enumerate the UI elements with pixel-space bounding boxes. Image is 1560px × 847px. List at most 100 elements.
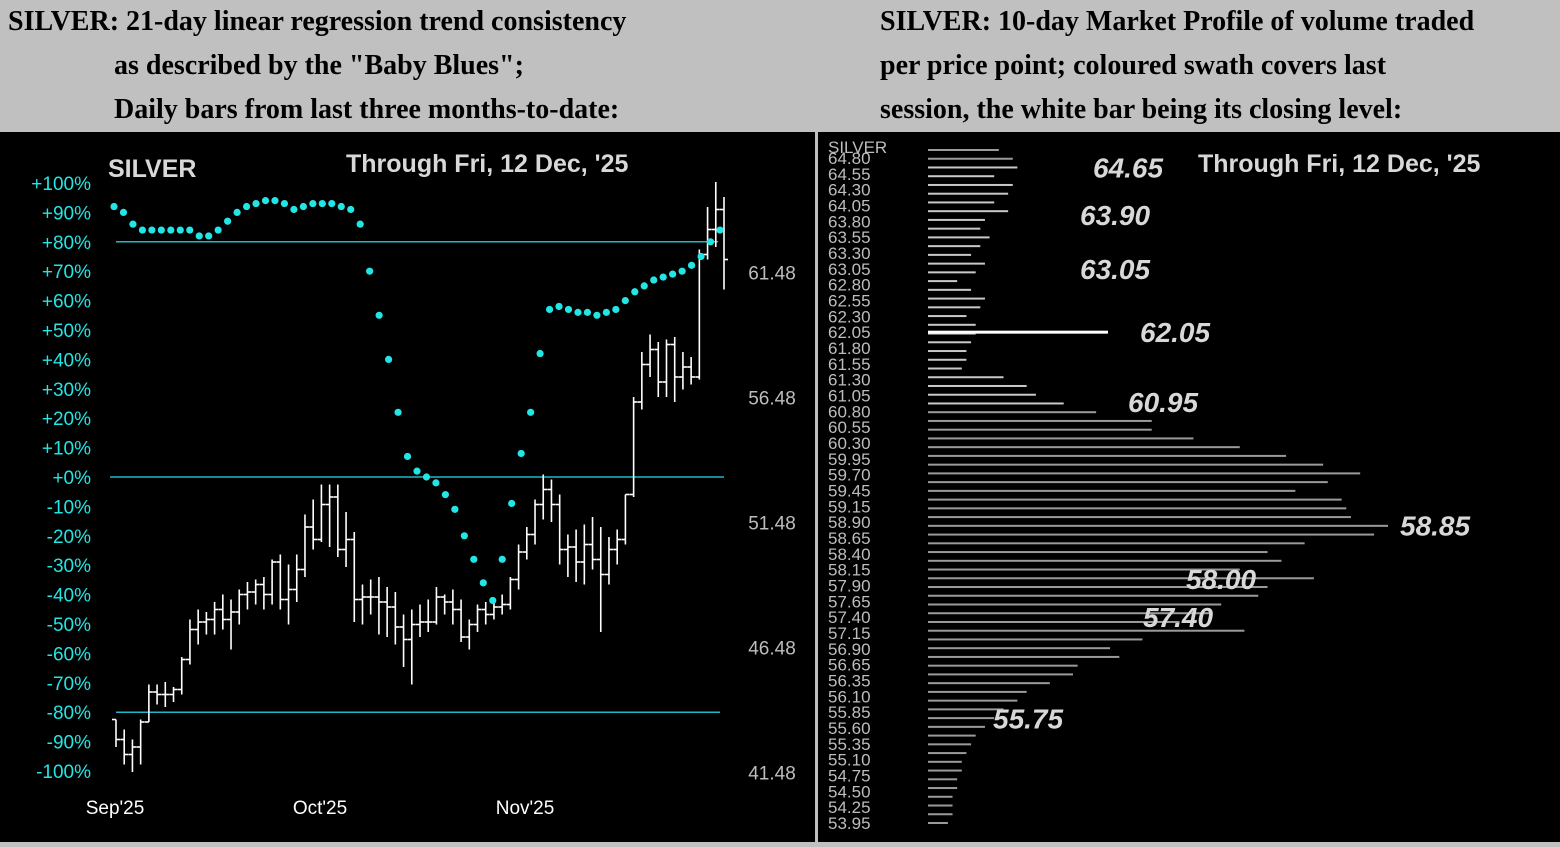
price-bar <box>227 599 236 650</box>
profile-bar <box>928 262 985 265</box>
price-label: 63.55 <box>828 228 871 247</box>
price-bar <box>695 249 704 380</box>
price-bar <box>432 587 441 625</box>
profile-annotation: 64.65 <box>1093 153 1163 184</box>
price-bar <box>621 493 630 545</box>
left-axis-tick-label: -70% <box>47 674 91 695</box>
price-bar <box>144 684 153 723</box>
price-label: 60.55 <box>828 418 871 437</box>
price-bar <box>194 609 203 645</box>
header-left-line-3: Daily bars from last three months-to-dat… <box>114 94 620 125</box>
price-label: 62.80 <box>828 276 871 295</box>
profile-bar <box>928 533 1375 536</box>
profile-bar <box>928 175 995 178</box>
price-label: 60.30 <box>828 434 871 453</box>
baby-blue-dot <box>167 226 175 234</box>
left-axis-tick-label: +60% <box>42 292 91 313</box>
baby-blue-dot <box>470 555 478 563</box>
baby-blue-dot <box>186 226 194 234</box>
baby-blue-dot <box>261 197 270 205</box>
price-bar <box>555 494 564 565</box>
price-bar <box>637 352 646 410</box>
price-bar <box>128 739 137 772</box>
baby-blue-dot <box>299 202 307 211</box>
baby-blue-dot <box>479 579 487 587</box>
profile-bar <box>928 778 958 781</box>
profile-bar <box>928 690 1027 693</box>
baby-blue-dot <box>498 555 506 563</box>
baby-blue-dot <box>290 205 298 214</box>
price-label: 57.65 <box>828 592 871 611</box>
profile-bar <box>928 446 1240 449</box>
profile-bar <box>928 437 1194 440</box>
baby-blue-dot <box>583 308 592 316</box>
price-label: 59.15 <box>828 497 871 516</box>
price-bar <box>539 474 548 520</box>
market-profile-panel: SILVER Through Fri, 12 Dec, '25 64.80 64.… <box>818 132 1560 842</box>
profile-bar <box>928 481 1328 484</box>
baby-blue-dot <box>195 232 203 240</box>
price-bar <box>112 718 120 747</box>
profile-bar <box>928 551 1268 554</box>
price-label: 63.30 <box>828 244 871 263</box>
price-bar <box>547 479 556 522</box>
price-bar <box>136 719 145 765</box>
price-bar <box>185 619 194 665</box>
price-bar <box>358 584 367 625</box>
price-label: 61.80 <box>828 339 871 358</box>
price-label: 54.75 <box>828 767 871 786</box>
price-label: 59.45 <box>828 482 871 501</box>
left-axis-tick-label: +0% <box>52 468 91 489</box>
price-label: 58.65 <box>828 529 871 548</box>
price-bar <box>465 619 474 650</box>
profile-bar <box>928 297 985 300</box>
profile-bar <box>928 699 1018 702</box>
profile-bar <box>928 725 985 728</box>
baby-blue-dot <box>451 505 459 513</box>
x-axis-tick-label: Sep'25 <box>86 798 145 819</box>
profile-bar <box>928 236 990 239</box>
baby-blue-dot <box>640 282 648 290</box>
profile-bar <box>928 612 1212 615</box>
baby-blue-dot <box>242 202 251 211</box>
baby-blue-dot <box>697 252 705 261</box>
baby-blue-dot <box>678 267 686 275</box>
profile-bar <box>928 411 1097 414</box>
profile-bar <box>928 664 1078 667</box>
price-bar <box>276 554 285 610</box>
profile-bar <box>928 218 985 221</box>
left-axis-tick-label: -100% <box>36 762 91 783</box>
price-label: 55.85 <box>828 703 871 722</box>
price-label: 64.80 <box>828 149 871 168</box>
price-bar <box>333 484 342 557</box>
baby-blue-dot <box>659 273 667 281</box>
profile-bar <box>928 717 995 720</box>
profile-bar <box>928 498 1342 501</box>
market-profile-chart: SILVER Through Fri, 12 Dec, '25 64.8064.… <box>828 138 1480 833</box>
profile-bar <box>928 638 1143 641</box>
profile-bar <box>928 603 1222 606</box>
profile-annotation: 58.85 <box>1400 510 1470 541</box>
baby-blue-dot <box>119 208 128 216</box>
profile-bar <box>928 655 1120 658</box>
price-bar <box>481 602 490 625</box>
price-bar <box>350 532 359 622</box>
price-bar <box>300 514 309 577</box>
price-bar <box>457 599 466 642</box>
price-bar <box>391 592 400 645</box>
price-bar <box>309 499 318 550</box>
baby-blue-dot <box>650 276 658 284</box>
baby-blue-dot <box>157 226 165 234</box>
price-bar <box>522 527 531 560</box>
baby-blue-dot <box>422 473 431 481</box>
baby-blue-dot <box>233 208 241 216</box>
profile-annotation: 60.95 <box>1128 387 1198 418</box>
price-bar <box>202 612 211 635</box>
price-label: 63.80 <box>828 212 871 231</box>
profile-bar <box>928 804 953 807</box>
price-label: 61.30 <box>828 371 871 390</box>
price-label: 60.80 <box>828 402 871 421</box>
baby-blue-dot <box>205 232 213 240</box>
baby-blue-dot <box>356 220 364 228</box>
price-label: 57.40 <box>828 608 871 627</box>
